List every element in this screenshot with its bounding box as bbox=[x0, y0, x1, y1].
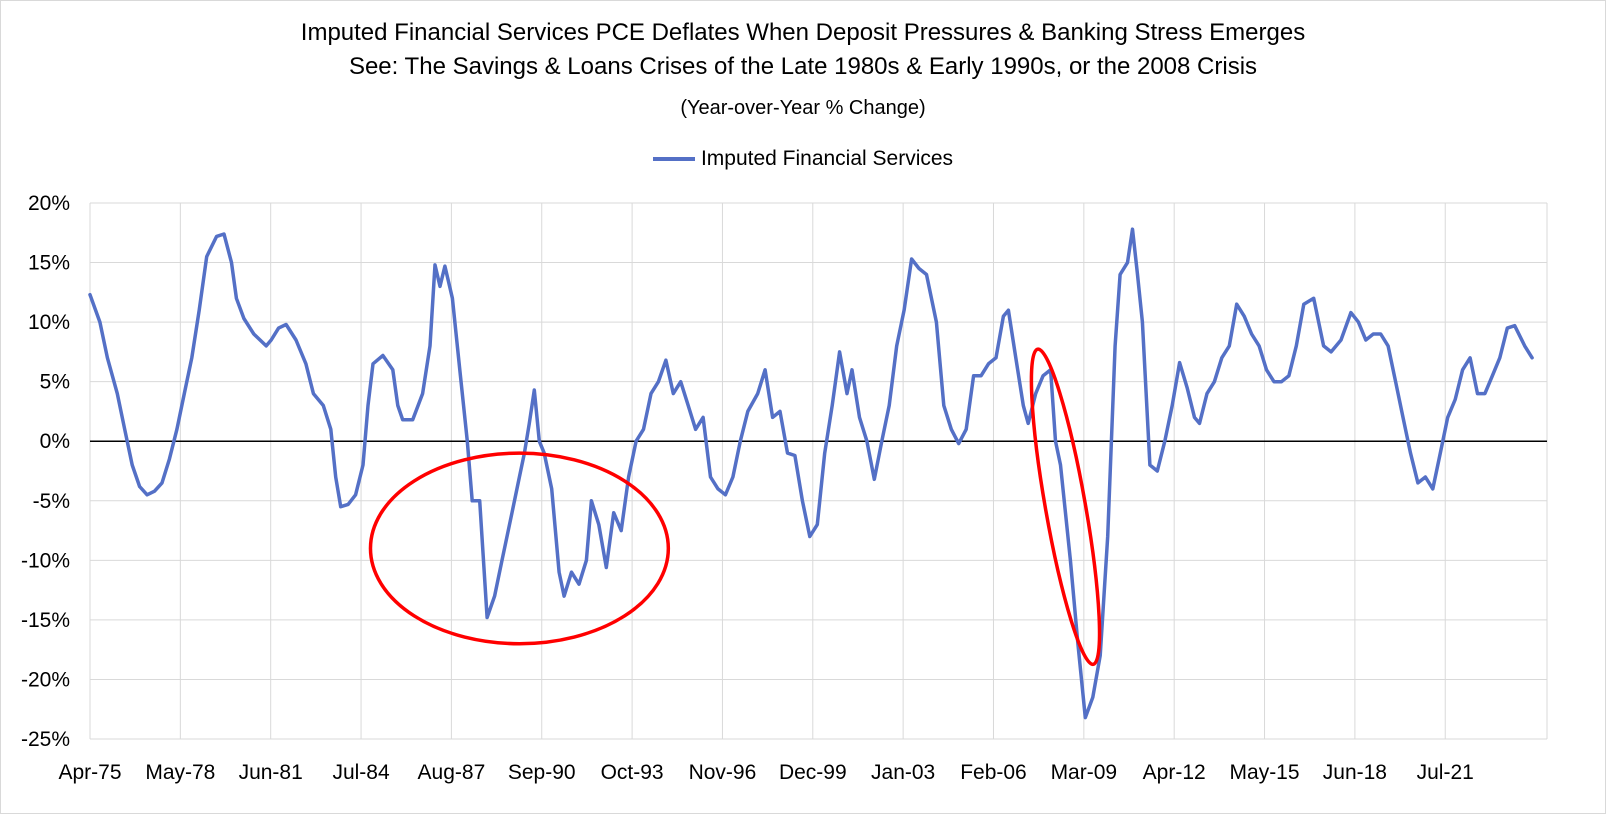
y-tick-label: 10% bbox=[28, 311, 70, 334]
x-tick-label: Jun-18 bbox=[1323, 761, 1387, 784]
x-tick-label: Jan-03 bbox=[871, 761, 935, 784]
chart-title: Imputed Financial Services PCE Deflates … bbox=[300, 19, 1306, 46]
x-tick-label: May-78 bbox=[145, 761, 215, 784]
y-tick-label: -20% bbox=[21, 668, 70, 691]
legend-swatch bbox=[652, 157, 695, 161]
x-tick-label: Apr-75 bbox=[58, 761, 121, 784]
x-tick-label: Sep-90 bbox=[508, 761, 576, 784]
y-tick-label: -10% bbox=[21, 549, 70, 572]
chart-title-line2: See: The Savings & Loans Crises of the L… bbox=[348, 53, 1258, 80]
series-line bbox=[88, 227, 1534, 720]
y-tick-label: 0% bbox=[40, 430, 70, 453]
x-tick-label: Apr-12 bbox=[1143, 761, 1206, 784]
y-tick-label: -5% bbox=[33, 490, 70, 513]
y-tick-label: -25% bbox=[21, 728, 70, 751]
y-tick-label: 5% bbox=[40, 371, 70, 394]
x-tick-label: Oct-93 bbox=[601, 761, 664, 784]
y-tick-label: -15% bbox=[21, 609, 70, 632]
x-tick-label: Nov-96 bbox=[689, 761, 757, 784]
x-tick-label: Jun-81 bbox=[239, 761, 303, 784]
x-tick-label: Feb-06 bbox=[960, 761, 1027, 784]
y-tick-label: 15% bbox=[28, 252, 70, 275]
x-tick-label: Jul-21 bbox=[1417, 761, 1474, 784]
chart-legend: Imputed Financial Services bbox=[1, 147, 1605, 171]
annotation-ellipse-2008 bbox=[1029, 347, 1102, 667]
annotation-ellipse-savings-loans bbox=[368, 451, 671, 646]
y-tick-label: 20% bbox=[28, 192, 70, 215]
x-tick-label: May-15 bbox=[1230, 761, 1300, 784]
x-tick-label: Aug-87 bbox=[418, 761, 486, 784]
x-tick-label: Dec-99 bbox=[779, 761, 847, 784]
legend-label: Imputed Financial Services bbox=[700, 147, 954, 170]
chart-subtitle: (Year-over-Year % Change) bbox=[680, 97, 926, 119]
x-tick-label: Mar-09 bbox=[1051, 761, 1118, 784]
x-tick-label: Jul-84 bbox=[332, 761, 390, 784]
